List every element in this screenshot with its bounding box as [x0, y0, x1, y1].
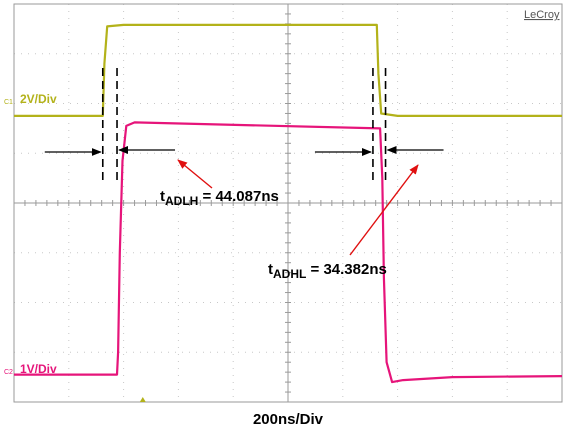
channel-tag-c1: C1	[4, 99, 13, 106]
annotation-rise-sub: ADLH	[165, 194, 198, 208]
trigger-marker	[139, 397, 146, 402]
annotation-rise-delay: tADLH = 44.087ns	[160, 188, 279, 208]
annotation-fall-value: 34.382ns	[323, 261, 386, 278]
trace-c1	[14, 23, 562, 118]
trace-c2	[14, 121, 563, 384]
brand-label: LeCroy	[524, 9, 560, 21]
pointer-fall	[349, 164, 419, 256]
timebase-label: 200ns/Div	[253, 411, 324, 428]
screen-border	[13, 3, 563, 403]
annotation-fall-delay: tADHL = 34.382ns	[268, 261, 387, 281]
scale-label-c1: 2V/Div	[20, 92, 57, 106]
pointer-rise	[177, 159, 213, 189]
scale-label-c2: 1V/Div	[20, 362, 57, 376]
channel-tag-c2: C2	[4, 369, 13, 376]
traces	[14, 23, 563, 402]
annotation-fall-sub: ADHL	[273, 267, 306, 281]
timing-markers	[44, 68, 444, 256]
annotation-rise-value: 44.087ns	[215, 188, 278, 205]
